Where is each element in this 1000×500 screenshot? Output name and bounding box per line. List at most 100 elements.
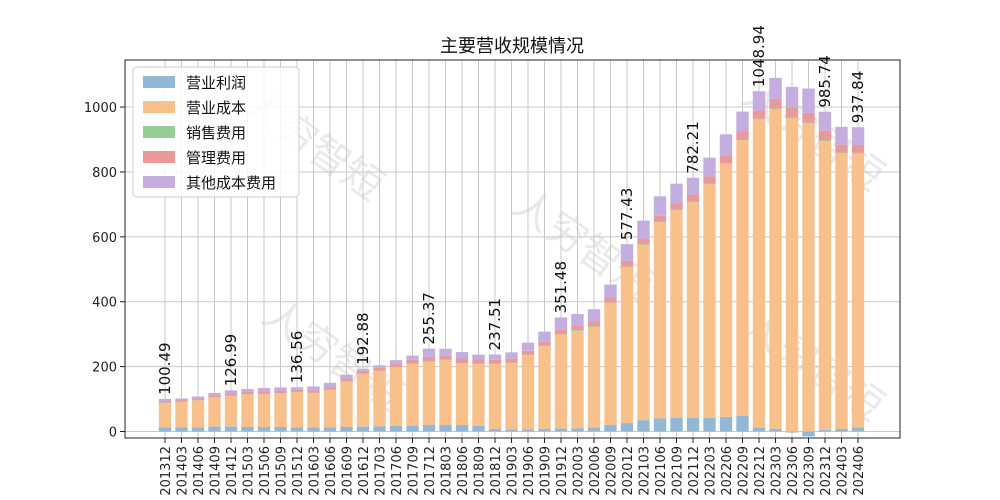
bar-segment bbox=[587, 321, 601, 327]
bar-segment bbox=[802, 122, 815, 124]
bar-segment bbox=[521, 354, 535, 430]
bar-segment bbox=[175, 398, 188, 401]
x-tick-label: 201612 bbox=[357, 446, 372, 496]
bar-segment bbox=[818, 429, 832, 432]
x-tick-label: 201606 bbox=[324, 446, 339, 496]
y-tick-label: 400 bbox=[92, 296, 117, 311]
bar-segment bbox=[340, 378, 353, 382]
bar-segment bbox=[422, 361, 436, 426]
bar-segment bbox=[752, 427, 766, 432]
x-tick-label: 201703 bbox=[374, 446, 389, 496]
y-tick-label: 0 bbox=[109, 426, 117, 441]
x-tick-label: 201512 bbox=[291, 446, 306, 496]
bar-segment bbox=[356, 426, 370, 432]
bar-segment bbox=[719, 163, 733, 164]
bar-segment bbox=[752, 119, 766, 428]
bar-segment bbox=[455, 425, 469, 432]
bar-segment bbox=[587, 427, 601, 432]
bar-segment bbox=[406, 359, 419, 364]
bar-segment bbox=[274, 387, 287, 391]
plot-frame bbox=[124, 59, 901, 439]
bar-segment bbox=[538, 346, 551, 429]
bar-segment bbox=[571, 325, 584, 331]
bar-segment bbox=[389, 360, 403, 365]
bar-segment bbox=[488, 354, 502, 360]
bar-segment bbox=[769, 428, 782, 432]
bar-segment bbox=[653, 418, 667, 432]
bar-segment bbox=[719, 155, 733, 164]
x-tick-label: 201903 bbox=[506, 446, 521, 496]
legend-swatch bbox=[143, 76, 175, 88]
bar-segment bbox=[224, 395, 238, 427]
bar-segment bbox=[703, 184, 716, 418]
total-label: 985.74 bbox=[816, 55, 834, 108]
bar-segment bbox=[439, 348, 452, 356]
bar-segment bbox=[653, 215, 667, 222]
x-tick-label: 201503 bbox=[242, 446, 257, 496]
x-tick-label: 201812 bbox=[489, 446, 504, 496]
bar-segment bbox=[422, 348, 436, 357]
bar-segment bbox=[241, 391, 254, 395]
bar-segment bbox=[406, 364, 419, 426]
x-tick-label: 202109 bbox=[671, 446, 686, 496]
x-tick-label: 201509 bbox=[275, 446, 290, 496]
x-tick-label: 201409 bbox=[209, 446, 224, 496]
bar-segment bbox=[736, 415, 749, 432]
bar-segment bbox=[323, 389, 337, 428]
bar-segment bbox=[521, 429, 535, 432]
x-tick-label: 201609 bbox=[341, 446, 356, 496]
bar-segment bbox=[373, 365, 386, 368]
bar-segment bbox=[158, 402, 172, 428]
bar-segment bbox=[785, 108, 799, 118]
total-label: 937.84 bbox=[849, 71, 867, 124]
bar-segment bbox=[785, 118, 799, 432]
bar-segment bbox=[439, 355, 452, 360]
y-tick-label: 600 bbox=[92, 231, 117, 246]
bar-segment bbox=[802, 112, 815, 123]
bar-segment bbox=[851, 152, 865, 154]
bar-segment bbox=[736, 140, 749, 416]
bar-segment bbox=[670, 203, 683, 210]
bar-segment bbox=[554, 428, 568, 432]
bar-segment bbox=[455, 358, 469, 364]
bar-segment bbox=[604, 284, 617, 298]
bar-segment bbox=[389, 367, 403, 426]
legend-label: 其他成本费用 bbox=[186, 174, 276, 192]
bar-segment bbox=[373, 426, 386, 432]
bar-segment bbox=[224, 390, 238, 394]
bar-segment bbox=[257, 426, 271, 432]
bar-segment bbox=[488, 359, 502, 364]
bar-segment bbox=[521, 350, 535, 355]
bar-segment bbox=[703, 176, 716, 184]
bar-segment bbox=[835, 152, 848, 154]
bar-segment bbox=[637, 244, 650, 421]
bar-segment bbox=[604, 297, 617, 303]
x-tick-label: 201909 bbox=[539, 446, 554, 496]
x-tick-label: 201312 bbox=[159, 446, 174, 496]
bars-layer bbox=[158, 77, 865, 437]
x-tick-label: 201603 bbox=[308, 446, 323, 496]
bar-segment bbox=[389, 425, 403, 432]
x-tick-label: 201806 bbox=[456, 446, 471, 496]
x-tick-label: 201712 bbox=[423, 446, 438, 496]
annotations-layer: 100.49 126.99 136.56 192.88 255.37 237.51 351.… bbox=[156, 25, 867, 395]
x-tick-label: 202312 bbox=[819, 446, 834, 496]
bar-segment bbox=[818, 111, 832, 131]
bar-segment bbox=[208, 395, 221, 398]
bar-segment bbox=[257, 393, 271, 427]
total-label: 1048.94 bbox=[750, 25, 768, 87]
bar-segment bbox=[356, 374, 370, 427]
bar-segment bbox=[521, 342, 535, 351]
x-tick-label: 201709 bbox=[407, 446, 422, 496]
legend-swatch bbox=[143, 101, 175, 113]
bar-segment bbox=[587, 326, 601, 328]
bar-segment bbox=[208, 392, 221, 396]
bar-segment bbox=[406, 425, 419, 432]
bar-segment bbox=[703, 417, 716, 432]
bar-segment bbox=[290, 427, 304, 432]
bar-segment bbox=[686, 417, 700, 432]
bar-segment bbox=[752, 118, 766, 120]
x-tick-label: 202112 bbox=[687, 446, 702, 496]
bar-segment bbox=[769, 98, 782, 109]
